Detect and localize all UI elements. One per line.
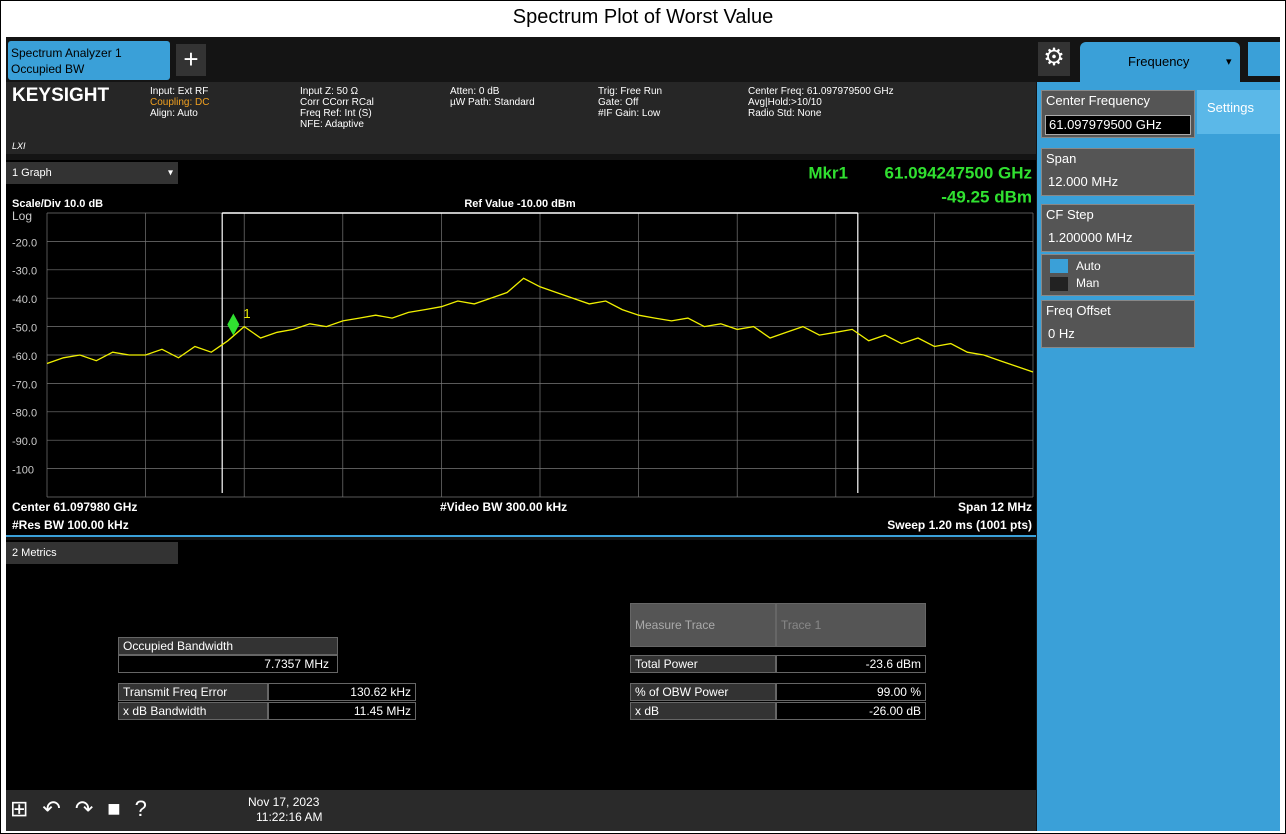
info-text: Gate: Off [598, 97, 639, 108]
metric-label: Transmit Freq Error [118, 683, 268, 701]
menu-arrow: ▾ [1226, 56, 1232, 68]
setting-label: CF Step [1046, 207, 1094, 222]
window-arrow: ▾ [168, 168, 173, 179]
marker-id: 1 [243, 306, 250, 321]
brand: KEYSIGHT [12, 85, 110, 106]
brand-sub: LXI [12, 141, 26, 151]
swatch [1050, 259, 1068, 273]
metric-value: -23.6 dBm [776, 655, 926, 673]
time: 11:22:16 AM [256, 810, 323, 824]
axis-label: Span 12 MHz [958, 500, 1032, 514]
right-panel: Settings Center Frequency 61.097979500 GHz… [1037, 82, 1280, 831]
swatch [1050, 277, 1068, 291]
setting[interactable]: Span 12.000 MHz [1041, 148, 1195, 196]
info-text: Avg|Hold:>10/10 [748, 97, 822, 108]
auto-man[interactable]: Auto Man [1041, 254, 1195, 296]
metric-label: x dB Bandwidth [118, 702, 268, 720]
setting-value: 12.000 MHz [1048, 174, 1119, 189]
metrics: 2 Metrics Occupied Bandwidth 7.7357 MHz Tra… [6, 540, 1036, 790]
scale: Scale/Div 10.0 dB [12, 198, 103, 210]
y-tick-label: -90.0 [12, 436, 37, 448]
info-text: Center Freq: 61.097979500 GHz [748, 86, 894, 97]
info-text: Freq Ref: Int (S) [300, 108, 372, 119]
log: Log [12, 209, 32, 223]
y-tick-label: -40.0 [12, 294, 37, 306]
window-label: 1 Graph [12, 167, 52, 179]
add-button[interactable]: + [176, 44, 206, 76]
metric-value: 11.45 MHz [268, 702, 416, 720]
info-text: Atten: 0 dB [450, 86, 500, 97]
graph-bg [6, 160, 1036, 536]
y-tick-label: -80.0 [12, 408, 37, 420]
status-icon [1248, 42, 1280, 76]
y-tick-label: -100 [12, 465, 34, 477]
gear[interactable]: ⚙ [1038, 42, 1070, 76]
setting-label: Freq Offset [1046, 303, 1111, 318]
tab-text: Spectrum Analyzer 1 [11, 46, 122, 60]
marker [227, 313, 240, 336]
metric-value: 99.00 % [776, 683, 926, 701]
obw-label: Occupied Bandwidth [118, 637, 338, 655]
menu-text: Frequency [1128, 54, 1190, 69]
icons: ⊞↶↷■? [10, 796, 161, 821]
setting[interactable]: Center Frequency 61.097979500 GHz [1041, 90, 1195, 138]
setting[interactable]: CF Step 1.200000 MHz [1041, 204, 1195, 252]
tab-text: Occupied BW [11, 62, 85, 76]
info-text: NFE: Adaptive [300, 119, 364, 130]
setting-label: Center Frequency [1046, 93, 1151, 108]
y-tick-label: -60.0 [12, 351, 37, 363]
metric-value: 130.62 kHz [268, 683, 416, 701]
info-text: µW Path: Standard [450, 97, 535, 108]
marker-readout: Mkr1 [808, 163, 848, 182]
y-tick-label: -20.0 [12, 237, 37, 249]
axis-label: Center 61.097980 GHz [12, 500, 137, 514]
man: Man [1076, 276, 1100, 290]
y-tick-label: -30.0 [12, 266, 37, 278]
measure-trace: Measure Trace [630, 603, 776, 647]
info-text: #IF Gain: Low [598, 108, 661, 119]
title: Spectrum Plot of Worst Value [512, 6, 774, 28]
info-text: Input Z: 50 Ω [300, 86, 359, 97]
info-text: Trig: Free Run [598, 86, 663, 97]
setting[interactable]: Freq Offset 0 Hz [1041, 300, 1195, 348]
metric-label: x dB [630, 702, 776, 720]
setting-value: 1.200000 MHz [1048, 230, 1133, 245]
metric-label: % of OBW Power [630, 683, 776, 701]
setting-label: Span [1046, 151, 1077, 166]
obw-value: 7.7357 MHz [118, 655, 338, 673]
axis-label: #Video BW 300.00 kHz [440, 500, 567, 514]
auto: Auto [1076, 259, 1101, 273]
info-bar [6, 82, 1036, 154]
window-tab [6, 162, 178, 184]
y-tick-label: -70.0 [12, 379, 37, 391]
tab[interactable]: Spectrum Analyzer 1 Occupied BW [8, 41, 170, 80]
trace [46, 277, 1034, 373]
marker-readout: -49.25 dBm [941, 187, 1032, 206]
info-text: Align: Auto [150, 108, 198, 119]
marker-readout: 61.094247500 GHz [885, 163, 1032, 182]
setting-value: 0 Hz [1048, 326, 1075, 341]
info-text: Radio Std: None [748, 108, 822, 119]
metric-value: -26.00 dB [776, 702, 926, 720]
window-tab: 2 Metrics [6, 542, 178, 564]
info-text: Corr CCorr RCal [300, 97, 374, 108]
info-text: Coupling: DC [150, 97, 210, 108]
status-bar: ⊞↶↷■? Nov 17, 2023 11:22:16 AM [6, 790, 1036, 831]
metric-label: Total Power [630, 655, 776, 673]
y-tick-label: -50.0 [12, 323, 37, 335]
info-text: Input: Ext RF [150, 86, 209, 97]
settings-tab: Settings [1197, 90, 1280, 134]
setting-value: 61.097979500 GHz [1045, 115, 1191, 135]
ref: Ref Value -10.00 dBm [464, 198, 575, 210]
axis-label: Sweep 1.20 ms (1001 pts) [887, 518, 1032, 532]
menu[interactable]: Frequency ▾ [1080, 42, 1240, 82]
date: Nov 17, 2023 [248, 795, 320, 809]
axis-label: #Res BW 100.00 kHz [12, 518, 129, 532]
measure-trace: Trace 1 [776, 603, 926, 647]
